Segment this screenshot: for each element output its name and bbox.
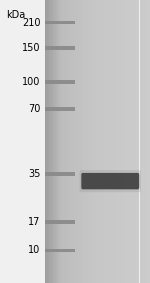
- Bar: [109, 0, 111, 283]
- Bar: [73, 0, 74, 283]
- Bar: [45, 21, 75, 24]
- Bar: [63, 0, 65, 283]
- Bar: [111, 0, 112, 283]
- Bar: [76, 0, 78, 283]
- Bar: [57, 0, 58, 283]
- Bar: [45, 248, 75, 252]
- Text: kDa: kDa: [6, 10, 25, 20]
- Bar: [108, 0, 109, 283]
- Bar: [59, 0, 61, 283]
- Text: 210: 210: [22, 18, 40, 28]
- Bar: [49, 0, 50, 283]
- Bar: [128, 0, 129, 283]
- Bar: [45, 220, 75, 224]
- Bar: [105, 0, 107, 283]
- Bar: [118, 0, 120, 283]
- Bar: [58, 0, 59, 283]
- Bar: [56, 0, 57, 283]
- Bar: [66, 0, 67, 283]
- Bar: [70, 0, 71, 283]
- Bar: [75, 0, 76, 283]
- Bar: [96, 0, 98, 283]
- Bar: [80, 0, 82, 283]
- Bar: [69, 0, 70, 283]
- Bar: [143, 0, 145, 283]
- Bar: [146, 0, 147, 283]
- Bar: [137, 0, 138, 283]
- Bar: [88, 0, 90, 283]
- Bar: [52, 0, 53, 283]
- Bar: [83, 0, 84, 283]
- Bar: [92, 0, 94, 283]
- Bar: [99, 0, 100, 283]
- Bar: [147, 0, 149, 283]
- FancyBboxPatch shape: [81, 173, 139, 189]
- Bar: [101, 0, 103, 283]
- Bar: [53, 0, 54, 283]
- Bar: [117, 0, 118, 283]
- Bar: [45, 172, 75, 176]
- Bar: [142, 0, 143, 283]
- Bar: [0, 0, 45, 283]
- Bar: [61, 0, 62, 283]
- Bar: [120, 0, 121, 283]
- Bar: [136, 0, 137, 283]
- Bar: [103, 0, 104, 283]
- Bar: [65, 0, 66, 283]
- Bar: [116, 0, 117, 283]
- Bar: [134, 0, 136, 283]
- Bar: [113, 0, 115, 283]
- Bar: [45, 46, 75, 50]
- Bar: [45, 107, 75, 111]
- Bar: [71, 0, 73, 283]
- Text: 150: 150: [22, 43, 40, 53]
- Bar: [122, 0, 124, 283]
- Bar: [100, 0, 101, 283]
- Bar: [95, 0, 96, 283]
- Bar: [130, 0, 132, 283]
- Bar: [54, 0, 56, 283]
- Bar: [90, 0, 91, 283]
- Bar: [86, 0, 87, 283]
- Bar: [45, 80, 75, 84]
- Text: 17: 17: [28, 217, 40, 227]
- Bar: [79, 0, 80, 283]
- Text: 70: 70: [28, 104, 40, 114]
- Bar: [140, 0, 141, 283]
- Bar: [48, 0, 49, 283]
- Bar: [98, 0, 99, 283]
- Bar: [138, 0, 140, 283]
- Bar: [145, 0, 146, 283]
- Bar: [124, 0, 125, 283]
- Bar: [149, 0, 150, 283]
- Bar: [87, 0, 88, 283]
- Bar: [45, 0, 46, 283]
- Bar: [84, 0, 86, 283]
- Bar: [121, 0, 122, 283]
- Bar: [67, 0, 69, 283]
- Bar: [115, 0, 116, 283]
- Bar: [129, 0, 130, 283]
- Bar: [126, 0, 128, 283]
- FancyBboxPatch shape: [80, 170, 141, 192]
- Text: 100: 100: [22, 77, 40, 87]
- Bar: [50, 0, 52, 283]
- Bar: [94, 0, 95, 283]
- Bar: [107, 0, 108, 283]
- Bar: [141, 0, 142, 283]
- Bar: [78, 0, 79, 283]
- Bar: [91, 0, 92, 283]
- Bar: [104, 0, 105, 283]
- Text: 10: 10: [28, 245, 40, 256]
- Bar: [112, 0, 113, 283]
- Bar: [125, 0, 126, 283]
- Bar: [132, 0, 133, 283]
- Bar: [74, 0, 75, 283]
- Bar: [62, 0, 63, 283]
- Bar: [46, 0, 48, 283]
- Bar: [82, 0, 83, 283]
- Bar: [133, 0, 134, 283]
- Text: 35: 35: [28, 169, 40, 179]
